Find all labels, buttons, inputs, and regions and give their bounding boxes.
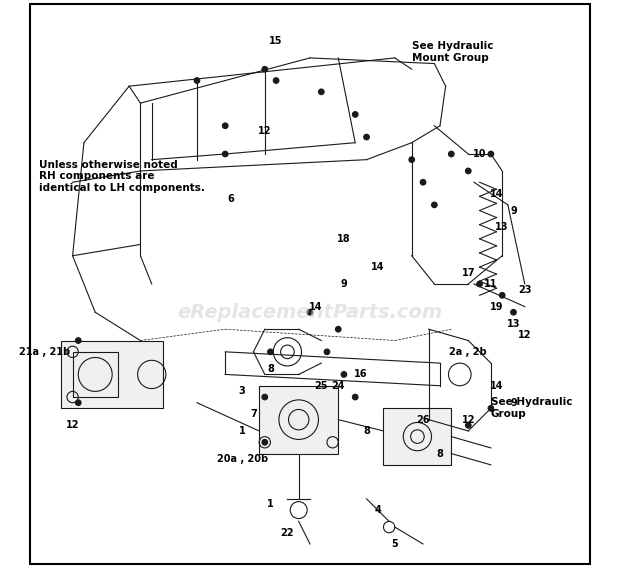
Text: 1: 1: [267, 499, 274, 509]
Text: 3: 3: [239, 386, 246, 396]
Text: 23: 23: [518, 285, 531, 295]
Circle shape: [319, 89, 324, 95]
Text: 9: 9: [510, 206, 517, 215]
Text: 13: 13: [507, 319, 520, 328]
Circle shape: [420, 179, 426, 185]
Text: 16: 16: [354, 369, 368, 379]
Text: 15: 15: [269, 36, 283, 46]
Text: 7: 7: [250, 409, 257, 419]
Text: Unless otherwise noted
RH components are
identical to LH components.: Unless otherwise noted RH components are…: [38, 160, 205, 193]
Circle shape: [268, 349, 273, 354]
Circle shape: [432, 202, 437, 208]
Text: 4: 4: [374, 505, 381, 515]
Text: 2a , 2b: 2a , 2b: [450, 347, 487, 357]
Text: 5: 5: [391, 539, 398, 549]
Circle shape: [499, 293, 505, 298]
Circle shape: [488, 151, 494, 157]
Text: 26: 26: [416, 415, 430, 425]
Circle shape: [262, 66, 268, 72]
Circle shape: [223, 151, 228, 157]
Text: 8: 8: [267, 364, 274, 374]
Text: 13: 13: [495, 223, 509, 232]
Text: 14: 14: [490, 189, 503, 199]
Circle shape: [223, 123, 228, 128]
Text: 14: 14: [490, 381, 503, 391]
Text: 10: 10: [473, 149, 486, 159]
Text: 9: 9: [510, 398, 517, 408]
Bar: [61, 341, 163, 408]
Circle shape: [76, 400, 81, 406]
Circle shape: [477, 281, 482, 287]
Bar: [384, 408, 451, 465]
Circle shape: [307, 310, 313, 315]
Text: 17: 17: [461, 268, 475, 278]
Text: See Hydraulic
Group: See Hydraulic Group: [491, 397, 572, 419]
Text: 25: 25: [314, 381, 328, 391]
Circle shape: [466, 168, 471, 174]
Text: 12: 12: [66, 420, 79, 431]
Circle shape: [194, 78, 200, 83]
Circle shape: [341, 371, 347, 377]
Circle shape: [262, 394, 268, 400]
Text: 9: 9: [340, 279, 347, 289]
Text: 8: 8: [436, 449, 443, 458]
Circle shape: [466, 423, 471, 428]
Text: See Hydraulic
Mount Group: See Hydraulic Mount Group: [412, 41, 494, 62]
Circle shape: [324, 349, 330, 354]
Circle shape: [488, 406, 494, 411]
Circle shape: [409, 157, 415, 162]
Text: 19: 19: [490, 302, 503, 312]
Text: 14: 14: [371, 262, 384, 272]
Text: 24: 24: [332, 381, 345, 391]
Text: 14: 14: [309, 302, 322, 312]
Circle shape: [364, 134, 370, 140]
Text: 21a , 21b: 21a , 21b: [19, 347, 70, 357]
Text: 20a , 20b: 20a , 20b: [216, 454, 268, 464]
Text: 18: 18: [337, 234, 351, 244]
Circle shape: [273, 78, 279, 83]
Circle shape: [76, 338, 81, 343]
Circle shape: [511, 310, 516, 315]
Circle shape: [352, 394, 358, 400]
Bar: [259, 386, 339, 454]
Text: 8: 8: [363, 426, 370, 436]
Text: 22: 22: [281, 528, 294, 538]
Circle shape: [352, 111, 358, 117]
Circle shape: [335, 327, 341, 332]
Bar: [73, 352, 118, 397]
Text: 1: 1: [239, 426, 246, 436]
Text: 6: 6: [228, 194, 234, 204]
Text: 12: 12: [518, 330, 531, 340]
Text: 12: 12: [461, 415, 475, 425]
Text: 11: 11: [484, 279, 498, 289]
Circle shape: [448, 151, 454, 157]
Circle shape: [262, 440, 268, 445]
Text: eReplacementParts.com: eReplacementParts.com: [177, 303, 443, 321]
Text: 12: 12: [258, 127, 272, 136]
